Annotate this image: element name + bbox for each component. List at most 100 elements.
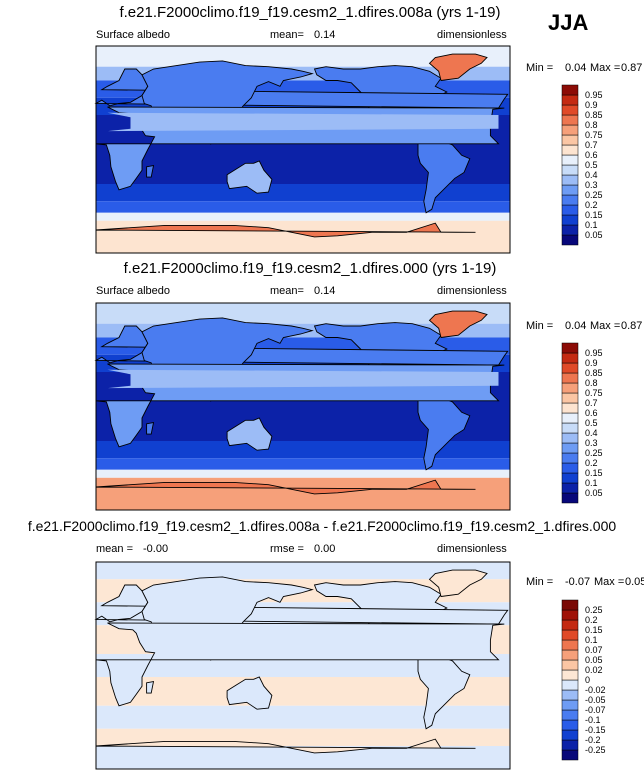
panel2-colorbar-tick-label: 0.9 bbox=[585, 358, 598, 368]
panel3-colorbar-tick-label: 0.1 bbox=[585, 635, 598, 645]
panel2-colorbar-swatch-11 bbox=[561, 382, 579, 394]
panel1-colorbar-swatch-2 bbox=[561, 214, 579, 226]
panel1-map-desert-sahara bbox=[107, 112, 499, 132]
panel3-map-band-0 bbox=[96, 562, 510, 580]
panel1-colorbar-tick-label: 0.4 bbox=[585, 170, 598, 180]
panel1-map-land-antarctica bbox=[95, 222, 476, 253]
panel3-map-land-antarctica bbox=[95, 738, 476, 769]
panel2-colorbar-tick-label: 0.05 bbox=[585, 488, 603, 498]
panel3-colorbar-swatch-9 bbox=[561, 659, 579, 671]
panel3-map bbox=[94, 561, 511, 770]
panel3-colorbar-swatch-12 bbox=[561, 629, 579, 641]
panel3-colorbar-swatch-11 bbox=[561, 639, 579, 651]
panel2-colorbar-swatch-12 bbox=[561, 372, 579, 384]
panel3-colorbar-swatch-8 bbox=[561, 669, 579, 681]
panel1-colorbar-swatch-5 bbox=[561, 184, 579, 196]
panel1-colorbar-tick-label: 0.3 bbox=[585, 180, 598, 190]
panel1-mean-label: mean= bbox=[270, 29, 304, 41]
panel1-map-band-7 bbox=[96, 212, 510, 221]
panel3-colorbar-tick-label: -0.25 bbox=[585, 745, 606, 755]
panel3-colorbar-tick-label: 0.25 bbox=[585, 605, 603, 615]
panel2-colorbar-swatch-0 bbox=[561, 492, 579, 504]
panel1-colorbar-tick-label: 0.9 bbox=[585, 100, 598, 110]
panel3-mean-value: -0.00 bbox=[143, 543, 169, 555]
panel1-colorbar-swatch-8 bbox=[561, 154, 579, 166]
panel3-min-value: -0.07 bbox=[565, 576, 591, 588]
panel1-map-land-australia bbox=[226, 160, 273, 194]
panel1-colorbar-swatch-0 bbox=[561, 234, 579, 246]
panel1-units: dimensionless bbox=[437, 29, 507, 41]
panel1-colorbar-tick-label: 0.75 bbox=[585, 130, 603, 140]
panel2-colorbar-tick-label: 0.8 bbox=[585, 378, 598, 388]
panel3-colorbar-tick-label: 0 bbox=[585, 675, 590, 685]
panel2-colorbar-swatch-9 bbox=[561, 402, 579, 414]
panel1-min-label: Min = bbox=[526, 62, 554, 74]
panel1-colorbar-tick-label: 0.2 bbox=[585, 200, 598, 210]
panel1-max-label: Max = bbox=[590, 62, 621, 74]
panel3-colorbar-tick-label: 0.07 bbox=[585, 645, 603, 655]
panel3-colorbar-tick-label: -0.2 bbox=[585, 735, 601, 745]
panel2-title: f.e21.F2000climo.f19_f19.cesm2_1.dfires.… bbox=[123, 260, 497, 277]
panel2-colorbar-tick-label: 0.85 bbox=[585, 368, 603, 378]
panel3-colorbar-swatch-10 bbox=[561, 649, 579, 661]
panel3-colorbar-swatch-7 bbox=[561, 679, 579, 691]
panel2-map-band-7 bbox=[96, 469, 510, 478]
panel1-colorbar-tick-label: 0.05 bbox=[585, 230, 603, 240]
panel2-map-band-0 bbox=[96, 303, 510, 324]
panel2-colorbar-tick-label: 0.3 bbox=[585, 438, 598, 448]
panel2-min-label: Min = bbox=[526, 320, 554, 332]
panel2-colorbar-tick-label: 0.2 bbox=[585, 458, 598, 468]
panel3-mean-label: mean = bbox=[96, 543, 133, 555]
panel3-colorbar-swatch-4 bbox=[561, 709, 579, 721]
panel2-colorbar-tick-label: 0.25 bbox=[585, 448, 603, 458]
panel2-colorbar-swatch-10 bbox=[561, 392, 579, 404]
panel3-colorbar-swatch-14 bbox=[561, 609, 579, 621]
panel1-colorbar-tick-label: 0.6 bbox=[585, 150, 598, 160]
panel2-colorbar: 0.050.10.150.20.250.30.40.50.60.70.750.8… bbox=[561, 342, 603, 504]
panel2-colorbar-tick-label: 0.15 bbox=[585, 468, 603, 478]
panel3-map-land-madagascar bbox=[146, 681, 155, 694]
panel1-title: f.e21.F2000climo.f19_f19.cesm2_1.dfires.… bbox=[119, 4, 501, 21]
panel3-max-value: 0.05 bbox=[625, 576, 644, 588]
panel1-colorbar-tick-label: 0.7 bbox=[585, 140, 598, 150]
panel2-colorbar-swatch-6 bbox=[561, 432, 579, 444]
panel2-colorbar-swatch-13 bbox=[561, 362, 579, 374]
panel3-colorbar: -0.25-0.2-0.15-0.1-0.07-0.05-0.0200.020.… bbox=[561, 599, 606, 761]
panel1-map-land-madagascar bbox=[146, 165, 155, 178]
panel1-colorbar-tick-label: 0.8 bbox=[585, 120, 598, 130]
panel1-mean-value: 0.14 bbox=[314, 29, 336, 41]
panel2-mean-value: 0.14 bbox=[314, 285, 336, 297]
panel1-variable-label: Surface albedo bbox=[96, 29, 170, 41]
panel2-map-land-madagascar bbox=[146, 422, 155, 435]
panel2-colorbar-tick-label: 0.4 bbox=[585, 428, 598, 438]
panel1-colorbar-swatch-14 bbox=[561, 94, 579, 106]
panel3-map-band-6 bbox=[96, 705, 510, 729]
panel1-colorbar-swatch-7 bbox=[561, 164, 579, 176]
panel1-map-band-0 bbox=[96, 46, 510, 67]
panel3-colorbar-tick-label: -0.15 bbox=[585, 725, 606, 735]
panel1-colorbar: 0.050.10.150.20.250.30.40.50.60.70.750.8… bbox=[561, 84, 603, 246]
panel3-map-frame bbox=[95, 561, 511, 770]
panel3-rmse-label: rmse = bbox=[270, 543, 304, 555]
season-label: JJA bbox=[548, 10, 589, 35]
panel1-max-value: 0.87 bbox=[621, 62, 643, 74]
panel3-map-land-africa bbox=[95, 622, 505, 707]
panel2-colorbar-swatch-3 bbox=[561, 462, 579, 474]
panel3-rmse-value: 0.00 bbox=[314, 543, 336, 555]
panel1-colorbar-tick-label: 0.1 bbox=[585, 220, 598, 230]
panel2-mean-label: mean= bbox=[270, 285, 304, 297]
panel2-units: dimensionless bbox=[437, 285, 507, 297]
panel3-min-label: Min = bbox=[526, 576, 554, 588]
panel3-colorbar-tick-label: -0.07 bbox=[585, 705, 606, 715]
panel3-colorbar-tick-label: -0.02 bbox=[585, 685, 606, 695]
panel3-map-band-8 bbox=[96, 746, 510, 769]
panel2-map-band-6 bbox=[96, 458, 510, 470]
panel2-colorbar-swatch-14 bbox=[561, 352, 579, 364]
panel1-colorbar-tick-label: 0.95 bbox=[585, 90, 603, 100]
panel3-units: dimensionless bbox=[437, 543, 507, 555]
panel1-colorbar-swatch-4 bbox=[561, 194, 579, 206]
panel1-map-band-5 bbox=[96, 184, 510, 202]
panel2-colorbar-tick-label: 0.6 bbox=[585, 408, 598, 418]
panel2-colorbar-swatch-4 bbox=[561, 452, 579, 464]
panel2-map-land-australia bbox=[226, 417, 273, 451]
